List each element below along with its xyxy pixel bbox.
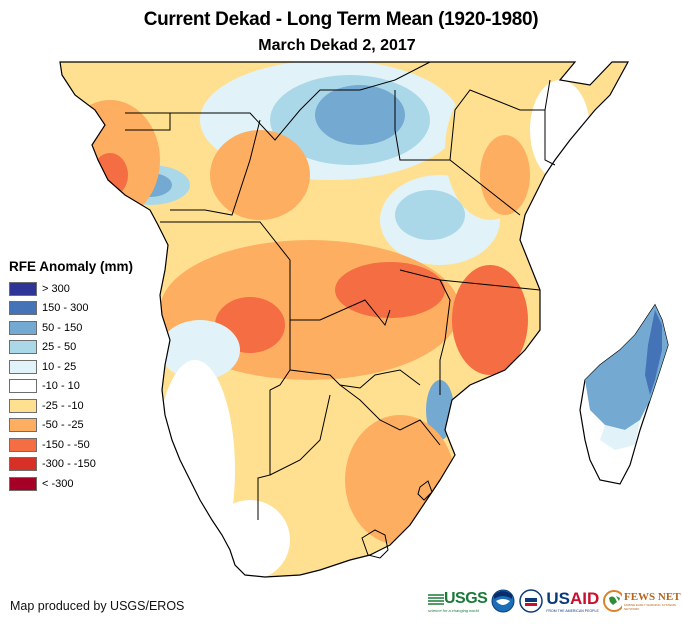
- legend-label: -50 - -25: [42, 419, 84, 432]
- legend-swatch: [9, 418, 37, 433]
- usgs-wordmark: USGS: [444, 589, 488, 607]
- region-mozambique-core: [452, 265, 528, 375]
- legend-label: 10 - 25: [42, 360, 77, 373]
- fews-globe-icon: [603, 590, 622, 612]
- border-tanzania-mozambique: [439, 279, 541, 291]
- legend-label: 25 - 50: [42, 341, 77, 354]
- noaa-logo: [491, 589, 515, 613]
- region-tanzania: [395, 190, 465, 240]
- legend-swatch: [9, 281, 37, 296]
- region-congo-orange: [210, 130, 310, 220]
- border-uganda-kenya: [394, 90, 521, 216]
- region-central-north-core: [315, 85, 405, 145]
- fews-net-logo: FEWS NET FAMINE EARLY WARNING SYSTEMS NE…: [603, 590, 682, 612]
- legend-label: > 300: [42, 282, 70, 295]
- fews-tagline: FAMINE EARLY WARNING SYSTEMS NETWORK: [623, 603, 676, 611]
- usaid-tagline: FROM THE AMERICAN PEOPLE: [546, 609, 599, 613]
- legend-items: > 300 150 - 300 50 - 150 25 - 50 10 - 25 -10 …: [9, 279, 133, 494]
- legend-title: RFE Anomaly (mm): [9, 259, 134, 274]
- legend-swatch: [9, 457, 37, 472]
- legend-label: 50 - 150: [42, 321, 83, 334]
- legend-swatch: [9, 301, 37, 316]
- madagascar-north-anomaly: [585, 305, 668, 430]
- border-kenya-somalia: [544, 110, 556, 166]
- usaid-seal-icon: [519, 589, 544, 613]
- legend-item: -50 - -25: [9, 416, 133, 436]
- fews-wordmark: FEWS NET: [623, 591, 681, 603]
- legend: RFE Anomaly (mm) > 300 150 - 300 50 - 150 2…: [9, 259, 133, 494]
- legend-swatch: [9, 437, 37, 452]
- region-somalia: [530, 80, 590, 180]
- border-kenya-ethiopia: [449, 79, 551, 161]
- border-cameroon-gabon: [125, 112, 171, 131]
- usgs-logo: USGS science for a changing world: [428, 589, 488, 613]
- map-title: Current Dekad - Long Term Mean (1920-198…: [143, 9, 539, 30]
- legend-label: -300 - -150: [42, 458, 96, 471]
- legend-item: 25 - 50: [9, 338, 133, 358]
- legend-item: -10 - 10: [9, 377, 133, 397]
- legend-item: > 300: [9, 279, 133, 299]
- africa-coastline: [59, 61, 630, 578]
- region-kenya-core: [480, 135, 530, 215]
- legend-label: 150 - 300: [42, 302, 89, 315]
- legend-item: -25 - -10: [9, 396, 133, 416]
- border-congo: [170, 119, 261, 216]
- legend-item: 10 - 25: [9, 357, 133, 377]
- legend-item: -300 - -150: [9, 455, 133, 475]
- legend-swatch: [9, 476, 37, 491]
- logo-bar: USGS science for a changing world USAID …: [428, 586, 682, 616]
- region-angola-blue: [160, 320, 240, 380]
- legend-swatch: [9, 359, 37, 374]
- border-car: [170, 61, 431, 141]
- border-eswatini: [417, 480, 433, 501]
- usaid-wordmark: USAID: [546, 589, 599, 609]
- madagascar: [579, 303, 669, 485]
- legend-label: -25 - -10: [42, 399, 84, 412]
- border-botswana-south: [269, 394, 331, 476]
- country-borders: [125, 61, 556, 559]
- legend-item: -150 - -50: [9, 435, 133, 455]
- usaid-logo: USAID FROM THE AMERICAN PEOPLE: [519, 589, 599, 613]
- legend-item: 50 - 150: [9, 318, 133, 338]
- usaid-aid: AID: [569, 589, 600, 608]
- region-cape-west: [210, 500, 290, 577]
- legend-label: < -300: [42, 477, 74, 490]
- border-zimbabwe: [339, 384, 441, 446]
- legend-swatch: [9, 340, 37, 355]
- map-credit: Map produced by USGS/EROS: [10, 599, 185, 613]
- rainfall-anomaly-map: [59, 61, 669, 578]
- legend-swatch: [9, 320, 37, 335]
- border-malawi-mozambique: [399, 269, 451, 395]
- madagascar-east-anomaly: [645, 310, 662, 395]
- legend-label: -150 - -50: [42, 438, 90, 451]
- usgs-wave-icon: [428, 593, 444, 605]
- region-namibia-coast: [155, 360, 235, 577]
- usgs-tagline: science for a changing world: [428, 607, 479, 613]
- usaid-us: US: [546, 589, 570, 608]
- legend-swatch: [9, 379, 37, 394]
- map-subtitle: March Dekad 2, 2017: [258, 37, 416, 54]
- legend-swatch: [9, 398, 37, 413]
- border-lesotho: [361, 529, 389, 559]
- madagascar-transition: [600, 420, 640, 450]
- legend-label: -10 - 10: [42, 380, 80, 393]
- region-zambia-core: [335, 262, 445, 318]
- legend-item: 150 - 300: [9, 299, 133, 319]
- region-south-africa-east: [345, 415, 455, 545]
- border-drc-angola: [160, 221, 391, 327]
- noaa-emblem-icon: [491, 589, 515, 613]
- border-botswana-north: [289, 369, 421, 389]
- legend-item: < -300: [9, 474, 133, 494]
